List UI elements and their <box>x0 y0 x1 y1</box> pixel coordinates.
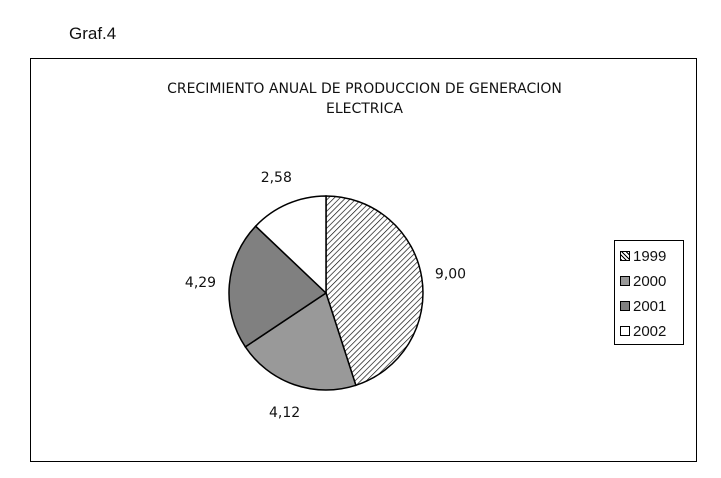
legend-label-1999: 1999 <box>633 247 667 265</box>
legend-swatch-1999 <box>620 251 630 261</box>
legend-swatch-2001 <box>620 301 630 311</box>
data-label-2001: 4,29 <box>185 275 216 291</box>
chart-frame: CRECIMIENTO ANUAL DE PRODUCCION DE GENER… <box>30 58 697 462</box>
data-label-2002: 2,58 <box>261 170 292 186</box>
legend-label-2000: 2000 <box>633 272 667 290</box>
pie-slice-2002 <box>254 195 327 295</box>
legend-item-2002: 2002 <box>620 321 666 341</box>
chart-title-line-1: CRECIMIENTO ANUAL DE PRODUCCION DE GENER… <box>167 81 562 97</box>
legend-swatch-2000 <box>620 276 630 286</box>
chart-legend: 1999 2000 2001 2002 <box>614 240 684 345</box>
data-label-1999: 9,00 <box>435 266 466 282</box>
legend-item-2000: 2000 <box>620 271 666 291</box>
pie-data-labels: 9,00 4,12 4,29 2,58 <box>185 170 466 421</box>
figure-label: Graf.4 <box>69 24 117 43</box>
legend-swatch-2002 <box>620 326 630 336</box>
chart-title: CRECIMIENTO ANUAL DE PRODUCCION DE GENER… <box>31 79 698 119</box>
pie-slice-2000 <box>244 291 357 391</box>
legend-item-1999: 1999 <box>620 246 666 266</box>
legend-label-2001: 2001 <box>633 297 667 315</box>
legend-item-2001: 2001 <box>620 296 666 316</box>
pie-slice-2001 <box>228 225 328 348</box>
data-label-2000: 4,12 <box>269 405 300 421</box>
pie-slice-1999 <box>325 195 424 387</box>
chart-title-line-2: ELECTRICA <box>325 101 404 117</box>
legend-label-2002: 2002 <box>633 322 667 340</box>
pie-slices <box>228 195 424 391</box>
